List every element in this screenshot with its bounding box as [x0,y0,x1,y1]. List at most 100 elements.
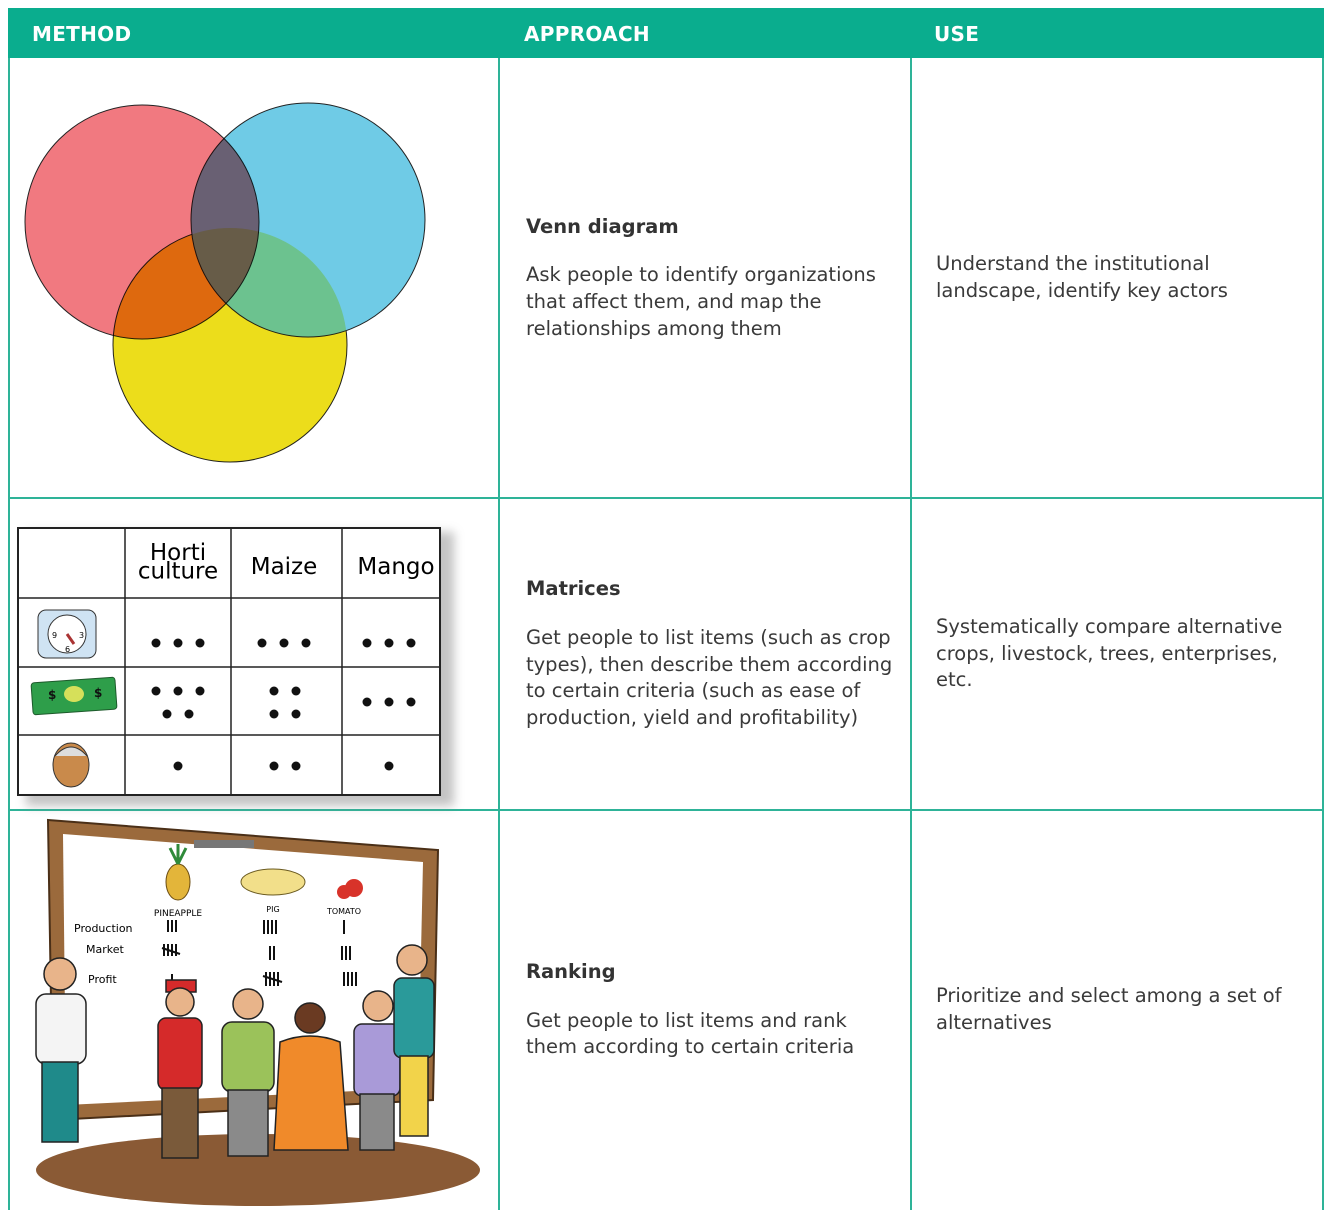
figure-part [195,686,205,696]
header-cell: USE [934,22,980,46]
figure-part [279,638,289,648]
figure-part [184,709,194,719]
use-text: Understand the institutional landscape, … [936,252,1228,302]
matrix-grid [18,528,440,795]
figure-part [362,638,372,648]
person-legs [359,1093,395,1151]
figure-part [384,761,394,771]
border [8,809,1324,811]
person-legs [399,1055,429,1137]
figure-part [406,638,416,648]
person-dress [273,1035,349,1151]
figure-part [195,638,205,648]
ground [36,1134,480,1206]
person-body [35,993,87,1065]
criterion-label: Profit [88,973,117,986]
use-text: Systematically compare alternative crops… [936,614,1283,692]
board-clip [194,840,254,848]
clock-label: 3 [79,631,84,640]
ranking-figure: PINEAPPLE PIG TOMATO Production Market P… [35,818,480,1206]
person-head [232,988,264,1020]
use-cell: Prioritize and select among a set of alt… [936,810,1311,1210]
people [35,944,435,1159]
approach-title: Venn diagram [526,214,679,238]
approach-title: Matrices [526,577,621,601]
border [498,58,500,1210]
figure-part [291,761,301,771]
person-legs [161,1087,199,1159]
icon-shape [64,686,84,702]
approach-text: Get people to list items (such as crop t… [526,625,893,730]
border [8,58,10,1210]
person-body [393,977,435,1059]
circle-overlay [113,228,347,462]
person-head [43,957,77,991]
person-head [362,990,394,1022]
money-label: $ [48,688,56,702]
clock-icon: 9 3 6 [37,609,97,659]
clock-label: 6 [65,645,70,654]
approach-cell: Matrices Get people to list items (such … [526,498,901,810]
matrix-column: Horti culture [138,540,218,584]
criterion-label: Market [86,943,124,956]
matrix-column: Maize [251,554,318,580]
pig [240,868,306,896]
figure-part [151,686,161,696]
icon-shape [54,746,88,757]
approach-cell: Venn diagram Ask people to identify orga… [526,58,896,498]
matrix-dots [151,638,416,771]
icon-shape [65,633,76,645]
border [1322,58,1324,1210]
approach-text: Ask people to identify organizations tha… [526,263,876,340]
item-label: PIG [266,905,279,914]
person-head [396,944,428,976]
tomato [337,885,351,899]
figure-part [162,709,172,719]
money-icon: $ $ [30,676,118,716]
text-line: Horti [150,540,206,566]
figure-part [384,697,394,707]
table-header: METHOD APPROACH USE [8,8,1324,58]
use-text: Prioritize and select among a set of alt… [936,984,1282,1034]
person-body [221,1021,275,1093]
board [63,834,423,1105]
figure-part [362,697,372,707]
item-label: TOMATO [326,907,361,916]
figure-part [173,638,183,648]
pineapple-leaves [168,844,188,865]
figure-part [291,709,301,719]
matrix-frame [17,527,441,796]
header-cell: APPROACH [524,22,650,46]
figure-part [406,697,416,707]
person-body [157,1017,203,1091]
figure-part [161,947,181,955]
figure-part [269,686,279,696]
figure-part [173,761,183,771]
figure-part [269,709,279,719]
use-cell: Systematically compare alternative crops… [936,498,1311,810]
figure-part [291,686,301,696]
methods-table: METHOD APPROACH USE Venn diagram Ask peo… [8,8,1324,1210]
figure-part [151,638,161,648]
border [8,497,1324,499]
person-legs [41,1061,79,1143]
figure-part [269,761,279,771]
venn-figure [24,102,426,463]
person-head [165,987,195,1017]
person-head [294,1002,326,1034]
border [910,58,912,1210]
money-label: $ [94,686,102,700]
figure-part [384,638,394,648]
approach-title: Ranking [526,959,616,983]
person-legs [227,1089,269,1157]
clock-label: 9 [52,631,57,640]
text-line: culture [138,558,218,584]
figure-part [301,638,311,648]
pineapple [165,863,191,901]
item-label: PINEAPPLE [154,909,203,919]
approach-text: Get people to list items and rank them a… [526,1008,855,1059]
approach-cell: Ranking Get people to list items and ran… [526,810,901,1210]
figure-part [257,638,267,648]
